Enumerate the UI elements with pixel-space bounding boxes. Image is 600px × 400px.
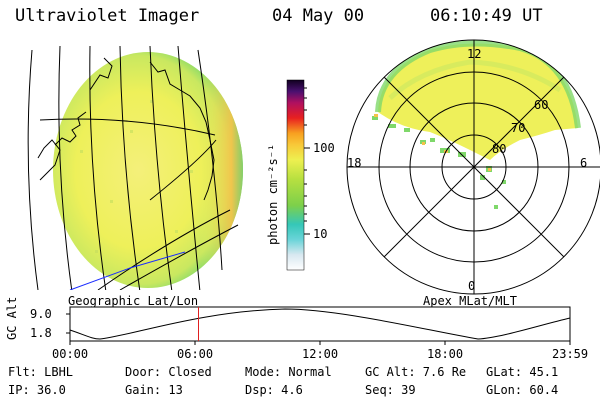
color-scale-ticks xyxy=(304,87,310,235)
mlat-60-label: 60 xyxy=(534,98,549,112)
polar-grid xyxy=(346,39,600,295)
mode-readout: Mode: Normal xyxy=(245,365,332,379)
orbit-y-top: 9.0 xyxy=(30,307,52,321)
colorbar-tick-100: 100 xyxy=(313,141,335,155)
altitude-curve xyxy=(69,308,571,340)
mlt-12-label: 12 xyxy=(467,47,482,61)
date-readout: 04 May 00 xyxy=(272,6,365,26)
time-readout: 06:10:49 UT xyxy=(430,6,543,26)
dsp-readout: Dsp: 4.6 xyxy=(245,383,303,397)
mlat-80-label: 80 xyxy=(492,142,507,156)
orbit-altitude-plot xyxy=(66,306,571,345)
earth-disk xyxy=(53,52,243,288)
mlt-18-label: 18 xyxy=(347,156,362,170)
orbit-x-tick-3: 18:00 xyxy=(427,347,464,361)
gc-alt-readout: GC Alt: 7.6 Re xyxy=(365,365,467,379)
colorbar-tick-10: 10 xyxy=(313,227,328,241)
orbit-x-tick-1: 06:00 xyxy=(177,347,214,361)
orbit-plot-frame xyxy=(69,306,571,342)
mlat-70-label: 70 xyxy=(511,121,526,135)
mlt-0-label: 0 xyxy=(468,279,476,293)
right-panel-label: Apex MLat/MLT xyxy=(423,294,517,308)
colorbar-unit-label: photon cm⁻²s⁻¹ xyxy=(266,143,280,245)
polar-plot xyxy=(346,39,600,295)
mlt-6-label: 6 xyxy=(580,156,588,170)
glat-readout: GLat: 45.1 xyxy=(486,365,559,379)
orbit-y-label: GC Alt xyxy=(5,296,19,340)
lat-lon-grid xyxy=(27,45,239,290)
filter-readout: Flt: LBHL xyxy=(8,365,74,379)
ip-readout: IP: 36.0 xyxy=(8,383,66,397)
gain-readout: Gain: 13 xyxy=(125,383,183,397)
orbit-y-bottom: 1.8 xyxy=(30,326,52,340)
door-readout: Door: Closed xyxy=(125,365,212,379)
left-panel-label: Geographic Lat/Lon xyxy=(68,294,199,308)
geographic-image-panel xyxy=(27,45,243,290)
glon-readout: GLon: 60.4 xyxy=(486,383,559,397)
orbit-x-tick-2: 12:00 xyxy=(302,347,339,361)
seq-readout: Seq: 39 xyxy=(365,383,416,397)
app-title: Ultraviolet Imager xyxy=(15,6,200,26)
orbit-x-tick-4: 23:59 xyxy=(552,347,589,361)
orbit-x-ticks xyxy=(69,341,571,345)
color-scale-bar xyxy=(286,79,305,271)
orbit-x-tick-0: 00:00 xyxy=(52,347,89,361)
